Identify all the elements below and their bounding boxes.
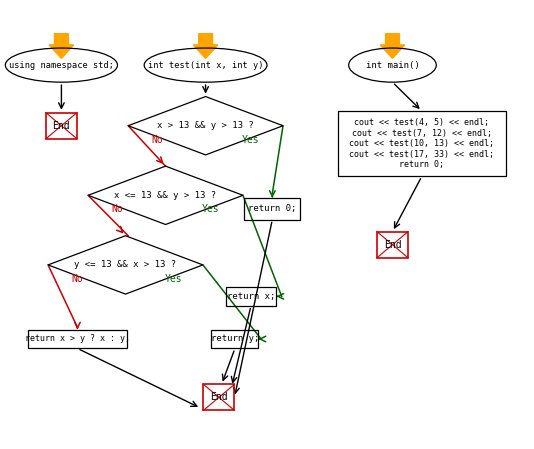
Text: x <= 13 && y > 13 ?: x <= 13 && y > 13 ? [114, 191, 217, 200]
Text: x > 13 && y > 13 ?: x > 13 && y > 13 ? [157, 121, 254, 130]
Text: No: No [152, 135, 163, 145]
Text: End: End [210, 392, 228, 402]
Text: No: No [112, 204, 123, 214]
Text: return 0;: return 0; [248, 204, 296, 213]
Text: return x;: return x; [227, 292, 275, 301]
Text: return y;: return y; [211, 335, 259, 343]
Text: End: End [52, 121, 70, 131]
Polygon shape [380, 34, 405, 58]
Text: Yes: Yes [164, 274, 183, 284]
Text: No: No [72, 274, 83, 284]
Text: Yes: Yes [202, 204, 220, 214]
Text: using namespace std;: using namespace std; [9, 61, 114, 70]
Text: End: End [383, 240, 402, 250]
Text: return x > y ? x : y;: return x > y ? x : y; [25, 335, 130, 343]
Polygon shape [193, 34, 218, 58]
Text: int main(): int main() [366, 61, 419, 70]
Text: y <= 13 && x > 13 ?: y <= 13 && x > 13 ? [74, 260, 177, 269]
Text: cout << test(4, 5) << endl;
cout << test(7, 12) << endl;
cout << test(10, 13) <<: cout << test(4, 5) << endl; cout << test… [349, 119, 494, 169]
Polygon shape [49, 34, 74, 58]
Text: Yes: Yes [242, 135, 260, 145]
Text: int test(int x, int y): int test(int x, int y) [148, 61, 263, 70]
